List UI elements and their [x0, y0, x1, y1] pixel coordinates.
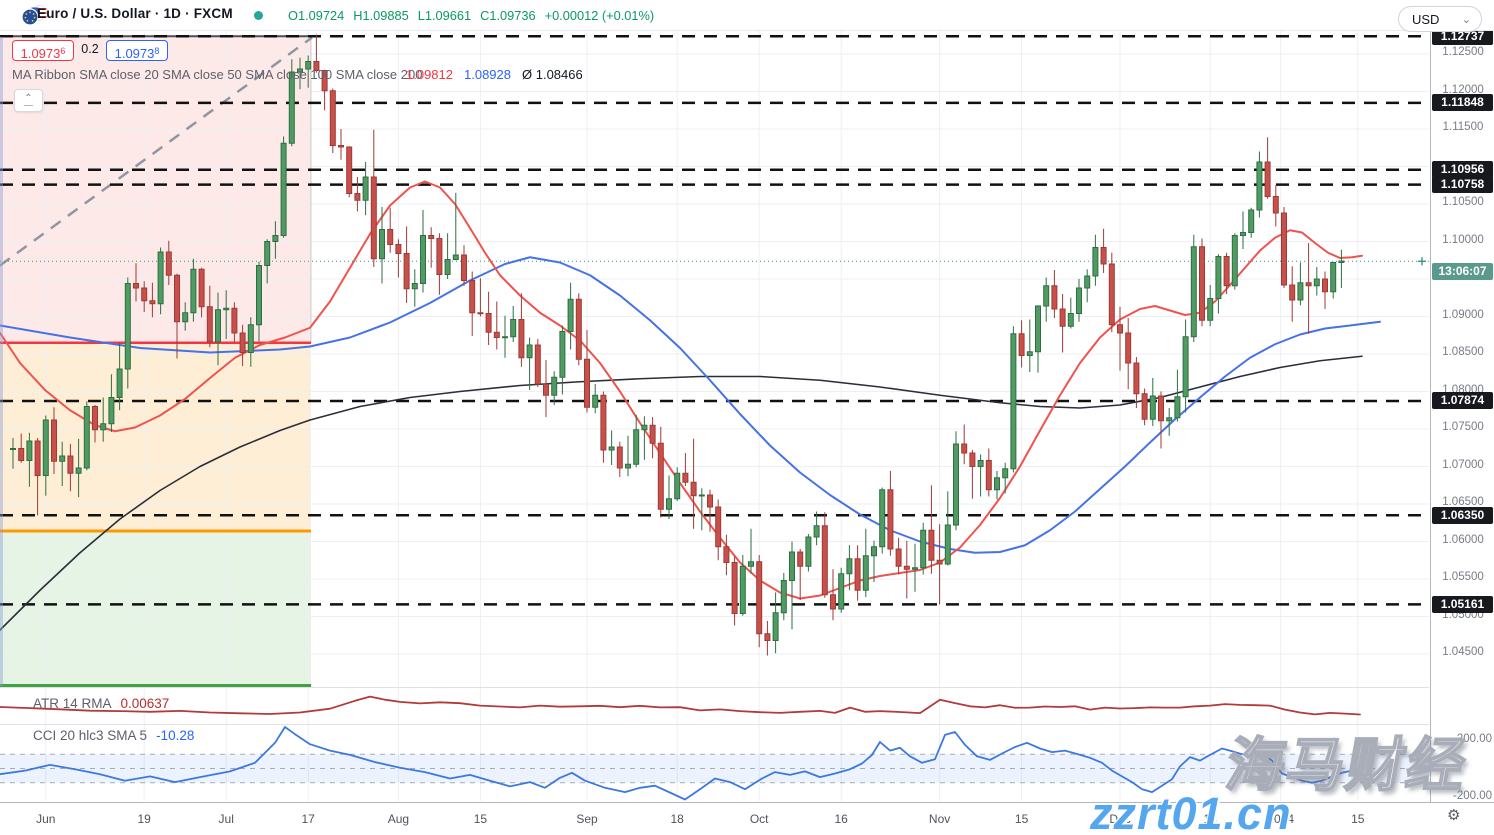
ask-price-sup: 8	[154, 46, 160, 56]
price-axis-label: 1.11500	[1442, 121, 1484, 133]
supply-demand-zones	[0, 36, 311, 686]
buy-button[interactable]: 1.09738	[106, 40, 168, 61]
price-axis-label: 1.07500	[1442, 421, 1484, 433]
price-level-badge: 1.11848	[1432, 94, 1493, 112]
price-axis-label: 1.04500	[1442, 646, 1484, 658]
chart-header: Euro / U.S. Dollar · 1D · FXCM O1.09724 …	[0, 0, 1494, 31]
candles-layer	[10, 34, 1345, 656]
time-axis[interactable]: Jun 19 Jul 17 Aug 15 Sep 18 Oct 16 Nov 15 Dec 18 2024 1…	[0, 802, 1494, 835]
symbol-title[interactable]: Euro / U.S. Dollar · 1D · FXCM	[37, 6, 233, 21]
price-axis-label: 1.07000	[1442, 458, 1484, 471]
sell-button[interactable]: 1.09736	[12, 40, 74, 61]
price-axis-label: 1.09000	[1442, 308, 1484, 321]
symbol-logo-icon	[21, 5, 47, 26]
time-axis-label: 15	[1351, 812, 1365, 826]
atr-line	[0, 695, 1361, 716]
price-axis-label: 1.05500	[1442, 571, 1484, 583]
cci-legend[interactable]: CCI 20 hlc3 SMA 5 -10.28	[33, 728, 194, 743]
time-axis-label: 18	[670, 812, 684, 826]
trendline	[0, 36, 313, 267]
time-axis-label: Jul	[218, 812, 234, 826]
countdown-badge: 13:06:07	[1432, 262, 1493, 280]
price-axis-label: 1.08500	[1442, 346, 1484, 358]
cci-value: -10.28	[156, 728, 195, 743]
time-axis-label: Aug	[387, 812, 410, 826]
time-axis-label: Dec	[1109, 812, 1131, 826]
collapse-underline	[24, 105, 33, 106]
currency-selector[interactable]: USD ⌄	[1398, 6, 1482, 32]
time-axis-label: Sep	[576, 812, 598, 826]
ohlc-low: L1.09661	[417, 8, 472, 23]
spread-value: 0.2	[81, 42, 99, 56]
ma-average-value: Ø 1.08466	[522, 67, 583, 82]
atr-label: ATR 14 RMA	[33, 696, 112, 711]
time-axis-label: 18	[1203, 812, 1217, 826]
key-level-lines	[0, 34, 1429, 606]
chevron-up-icon: ⌃	[24, 93, 33, 104]
market-status-icon[interactable]	[254, 11, 263, 20]
ma-ribbon-label: MA Ribbon SMA close 20 SMA close 50 SMA …	[12, 67, 423, 82]
time-axis-label: 17	[301, 812, 315, 826]
ohlc-change: +0.00012 (+0.01%)	[544, 8, 655, 23]
bid-price: 1.0973	[20, 46, 61, 61]
price-level-badge: 1.07874	[1432, 392, 1493, 410]
currency-label: USD	[1412, 11, 1440, 27]
price-axis-label: 1.06000	[1442, 533, 1484, 546]
left-edge-strip	[0, 37, 3, 686]
price-level-badge: 1.06350	[1432, 506, 1493, 524]
ohlc-readout: O1.09724 H1.09885 L1.09661 C1.09736 +0.0…	[288, 8, 654, 23]
ma-ribbon-legend[interactable]: MA Ribbon SMA close 20 SMA close 50 SMA …	[12, 67, 583, 83]
ohlc-open: O1.09724	[288, 8, 345, 23]
current-price-line	[0, 257, 1429, 266]
bid-price-sup: 6	[60, 46, 66, 56]
gear-icon[interactable]: ⚙	[1447, 807, 1461, 824]
cci-label: CCI 20 hlc3 SMA 5	[33, 728, 148, 743]
cci-axis-label: -200.00	[1452, 790, 1492, 802]
cci-pane	[0, 726, 1429, 801]
time-axis-label: Oct	[749, 812, 769, 826]
time-axis-label: 15	[473, 812, 488, 826]
price-axis-label: 1.12500	[1442, 46, 1484, 58]
ohlc-high: H1.09885	[353, 8, 409, 23]
price-axis-label: 1.10500	[1442, 196, 1484, 208]
price-axis-label: 1.12000	[1442, 83, 1484, 96]
time-axis-label: 16	[834, 812, 848, 826]
ohlc-close: C1.09736	[480, 8, 536, 23]
price-level-badge: 1.10758	[1432, 176, 1493, 194]
collapse-pane-button[interactable]: ⌃	[14, 89, 43, 112]
time-axis-label: Nov	[928, 812, 951, 826]
ma50-value: 1.08928	[464, 67, 511, 82]
atr-legend[interactable]: ATR 14 RMA 0.00637	[33, 696, 169, 711]
time-axis-label: 2024	[1267, 812, 1295, 826]
time-axis-label: 15	[1014, 812, 1029, 826]
price-axis-label: 1.06500	[1442, 496, 1484, 508]
price-axis[interactable]: 1.125001.120001.115001.105001.100001.095…	[1430, 0, 1494, 835]
price-level-badge: 1.10956	[1432, 161, 1493, 179]
time-axis-label: 19	[137, 812, 151, 826]
chevron-down-icon: ⌄	[1461, 13, 1471, 26]
ask-price: 1.0973	[114, 46, 155, 61]
ma20-value: 1.09812	[406, 67, 453, 82]
price-axis-label: 1.10000	[1442, 233, 1484, 246]
cci-axis-label: 200.00	[1456, 733, 1492, 745]
time-axis-label: Jun	[36, 812, 56, 826]
price-level-badge: 1.05161	[1432, 595, 1493, 613]
atr-value: 0.00637	[120, 696, 170, 711]
